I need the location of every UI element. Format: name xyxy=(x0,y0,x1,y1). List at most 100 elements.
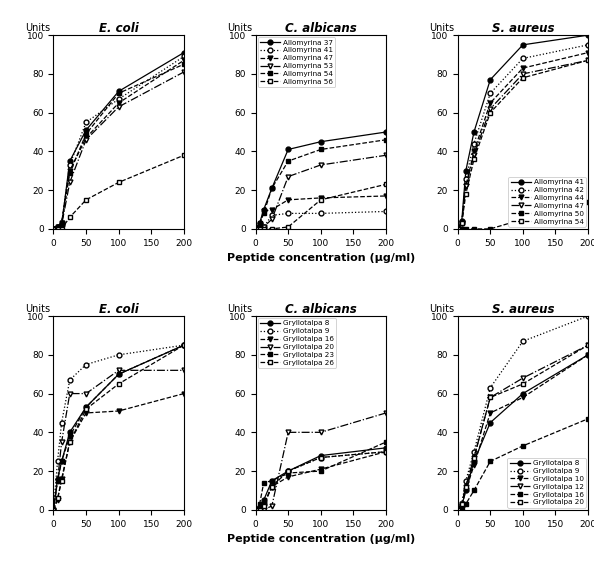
Gryllotalpa 26 xyxy=(66,438,73,445)
Allomyrina 56 xyxy=(50,226,57,233)
Allomyrina 54 xyxy=(252,226,259,233)
Gryllotalpa 20 xyxy=(181,367,188,374)
Gryllotalpa 16 xyxy=(83,410,90,417)
Allomyrina 41 xyxy=(458,217,465,224)
Gryllotalpa 8 xyxy=(383,444,390,451)
Gryllotalpa 16 xyxy=(50,506,57,513)
Gryllotalpa 9 xyxy=(470,448,478,455)
Line: Allomyrina 47: Allomyrina 47 xyxy=(253,193,388,231)
Gryllotalpa 26 xyxy=(256,506,263,513)
Gryllotalpa 26 xyxy=(260,502,267,509)
Allomyrina 50 xyxy=(486,226,494,233)
Gryllotalpa 9 xyxy=(584,312,592,319)
Legend: Allomyrina 41, Allomyrina 42, Allomyrina 44, Allomyrina 47, Allomyrina 50, Allom: Allomyrina 41, Allomyrina 42, Allomyrina… xyxy=(508,177,586,227)
Allomyrina 44 xyxy=(486,100,494,107)
Allomyrina 47 xyxy=(260,208,267,215)
Line: Gryllotalpa 16: Gryllotalpa 16 xyxy=(253,449,388,512)
Allomyrina 54 xyxy=(454,226,461,233)
Allomyrina 37 xyxy=(50,226,57,233)
Gryllotalpa 26 xyxy=(285,468,292,475)
Gryllotalpa 20 xyxy=(462,483,469,490)
Gryllotalpa 20 xyxy=(83,390,90,397)
Allomyrina 47 xyxy=(470,152,478,159)
Gryllotalpa 9 xyxy=(486,384,494,391)
Allomyrina 54 xyxy=(115,90,122,97)
Allomyrina 54 xyxy=(83,131,90,138)
Allomyrina 47 xyxy=(458,220,465,227)
Gryllotalpa 8 xyxy=(462,487,469,494)
Gryllotalpa 9 xyxy=(256,506,263,513)
Line: Allomyrina 54: Allomyrina 54 xyxy=(51,62,187,231)
Allomyrina 47 xyxy=(256,222,263,229)
Allomyrina 56 xyxy=(268,226,276,233)
Allomyrina 37 xyxy=(252,226,259,233)
Gryllotalpa 8 xyxy=(268,477,276,484)
Gryllotalpa 10 xyxy=(486,410,494,417)
Gryllotalpa 10 xyxy=(462,487,469,494)
Gryllotalpa 16 xyxy=(584,415,592,423)
Gryllotalpa 16 xyxy=(383,448,390,455)
Gryllotalpa 9 xyxy=(268,483,276,490)
Gryllotalpa 16 xyxy=(486,458,494,465)
Allomyrina 41 xyxy=(54,223,61,230)
Gryllotalpa 8 xyxy=(58,458,65,465)
Gryllotalpa 8 xyxy=(50,506,57,513)
Gryllotalpa 26 xyxy=(317,454,324,461)
Gryllotalpa 16 xyxy=(256,506,263,513)
Gryllotalpa 16 xyxy=(317,466,324,473)
Allomyrina 54 xyxy=(383,137,390,144)
Allomyrina 47 xyxy=(252,226,259,233)
Title: S. aureus: S. aureus xyxy=(492,22,554,35)
Gryllotalpa 8 xyxy=(519,390,526,397)
Allomyrina 47 xyxy=(519,70,526,77)
Gryllotalpa 9 xyxy=(83,361,90,368)
Allomyrina 54 xyxy=(519,74,526,81)
Allomyrina 56 xyxy=(260,226,267,233)
Line: Allomyrina 53: Allomyrina 53 xyxy=(51,70,187,231)
Allomyrina 47 xyxy=(584,57,592,64)
Allomyrina 41 xyxy=(66,162,73,169)
Allomyrina 41 xyxy=(462,167,469,174)
Allomyrina 47 xyxy=(83,134,90,141)
Gryllotalpa 23 xyxy=(181,342,188,349)
Allomyrina 41 xyxy=(584,32,592,39)
Text: Units: Units xyxy=(429,23,454,33)
Gryllotalpa 23 xyxy=(54,477,61,484)
Allomyrina 47 xyxy=(181,57,188,64)
Allomyrina 44 xyxy=(462,183,469,190)
Gryllotalpa 23 xyxy=(317,468,324,475)
Line: Gryllotalpa 12: Gryllotalpa 12 xyxy=(455,343,590,512)
Allomyrina 56 xyxy=(181,152,188,159)
Allomyrina 54 xyxy=(486,109,494,116)
Gryllotalpa 9 xyxy=(58,419,65,426)
Allomyrina 47 xyxy=(54,223,61,230)
Text: Units: Units xyxy=(25,23,50,33)
Gryllotalpa 8 xyxy=(181,342,188,349)
Allomyrina 54 xyxy=(256,220,263,227)
Allomyrina 56 xyxy=(83,196,90,203)
Line: Allomyrina 54: Allomyrina 54 xyxy=(455,58,590,231)
Gryllotalpa 8 xyxy=(470,458,478,465)
Allomyrina 47 xyxy=(486,105,494,113)
Allomyrina 37 xyxy=(54,223,61,230)
Title: S. aureus: S. aureus xyxy=(492,303,554,316)
Allomyrina 37 xyxy=(58,222,65,229)
Gryllotalpa 12 xyxy=(458,500,465,507)
Gryllotalpa 10 xyxy=(458,502,465,509)
Allomyrina 50 xyxy=(584,198,592,205)
Allomyrina 41 xyxy=(486,76,494,83)
Gryllotalpa 10 xyxy=(454,506,461,513)
Line: Gryllotalpa 26: Gryllotalpa 26 xyxy=(51,343,187,512)
Gryllotalpa 12 xyxy=(519,374,526,381)
Line: Allomyrina 56: Allomyrina 56 xyxy=(51,153,187,231)
Line: Gryllotalpa 23: Gryllotalpa 23 xyxy=(51,343,187,512)
Line: Gryllotalpa 9: Gryllotalpa 9 xyxy=(51,343,187,512)
Gryllotalpa 23 xyxy=(66,432,73,440)
Text: Units: Units xyxy=(227,304,252,314)
Gryllotalpa 12 xyxy=(470,454,478,461)
Allomyrina 41 xyxy=(317,210,324,217)
Gryllotalpa 26 xyxy=(181,342,188,349)
Allomyrina 44 xyxy=(470,148,478,155)
Allomyrina 54 xyxy=(54,223,61,230)
Gryllotalpa 8 xyxy=(317,452,324,459)
